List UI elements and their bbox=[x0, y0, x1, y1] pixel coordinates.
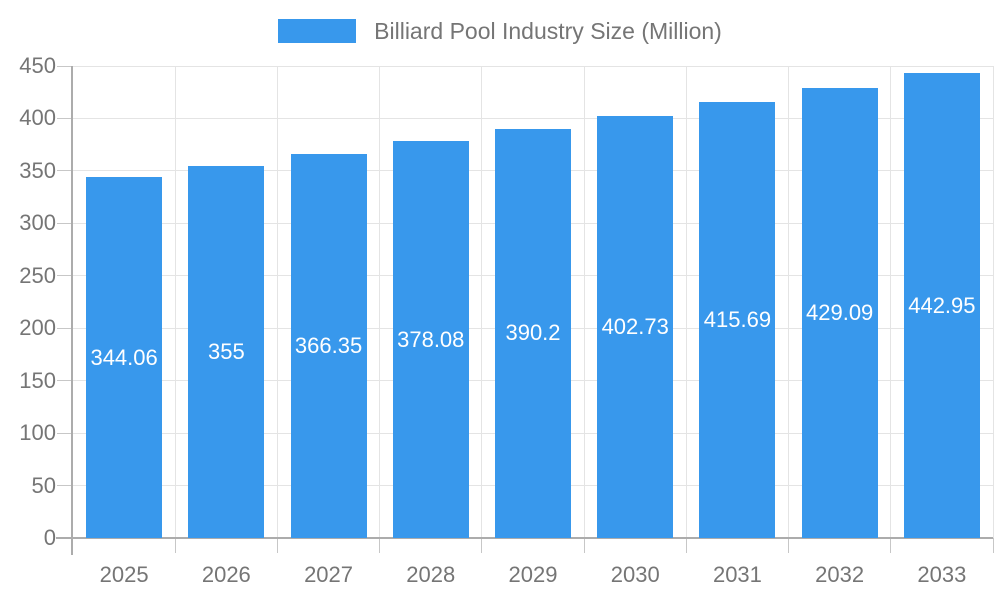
bar bbox=[903, 73, 980, 538]
chart-legend: Billiard Pool Industry Size (Million) bbox=[0, 17, 1000, 45]
x-axis-label: 2032 bbox=[815, 562, 865, 587]
bar bbox=[801, 87, 878, 538]
x-axis-label: 2027 bbox=[304, 562, 354, 587]
bar-value-label: 390.2 bbox=[505, 320, 561, 346]
bar bbox=[495, 128, 571, 538]
y-axis-tick bbox=[57, 65, 73, 67]
x-gridline bbox=[276, 66, 278, 538]
x-gridline bbox=[379, 66, 381, 538]
bar-value-label: 415.69 bbox=[703, 306, 772, 332]
y-axis-label: 150 bbox=[19, 367, 56, 393]
y-axis-tick bbox=[57, 117, 73, 119]
y-axis-line bbox=[71, 66, 73, 555]
x-axis-tick bbox=[890, 538, 892, 553]
y-axis-tick bbox=[57, 275, 73, 277]
x-axis-tick bbox=[379, 538, 381, 553]
x-gridline bbox=[583, 66, 585, 538]
y-gridline bbox=[73, 117, 993, 119]
y-axis-label: 450 bbox=[19, 53, 56, 78]
x-axis-tick bbox=[992, 538, 994, 553]
bar bbox=[597, 115, 674, 538]
x-gridline bbox=[481, 66, 483, 538]
bar-value-label: 442.95 bbox=[908, 292, 976, 318]
x-axis-tick bbox=[481, 538, 483, 553]
y-axis-tick bbox=[57, 170, 73, 172]
y-axis-tick bbox=[57, 380, 73, 382]
bar bbox=[188, 165, 265, 538]
x-axis-label: 2031 bbox=[712, 562, 762, 587]
x-axis-tick bbox=[583, 538, 585, 553]
bar-value-label: 402.73 bbox=[601, 313, 669, 339]
bar-value-label: 344.06 bbox=[90, 344, 158, 370]
bar-value-label: 355 bbox=[207, 338, 245, 364]
y-axis-label: 200 bbox=[19, 315, 56, 341]
y-axis-label: 0 bbox=[43, 525, 56, 550]
bar-value-label: 366.35 bbox=[294, 332, 363, 358]
bar bbox=[86, 177, 163, 538]
y-axis-label: 250 bbox=[19, 262, 56, 288]
x-axis-tick bbox=[685, 538, 687, 553]
bar bbox=[392, 141, 469, 538]
y-axis-label: 100 bbox=[19, 420, 56, 446]
x-axis-label: 2026 bbox=[201, 562, 251, 587]
x-axis-label: 2030 bbox=[610, 562, 660, 587]
bar-value-label: 429.09 bbox=[806, 299, 874, 325]
y-axis-tick bbox=[57, 432, 73, 434]
bar bbox=[699, 101, 776, 538]
bar bbox=[290, 153, 367, 538]
x-axis-line bbox=[56, 537, 993, 539]
legend-swatch bbox=[278, 19, 357, 43]
y-gridline bbox=[73, 65, 993, 67]
y-axis-tick bbox=[57, 485, 73, 487]
x-axis-label: 2028 bbox=[406, 562, 456, 587]
y-axis-label: 400 bbox=[19, 105, 56, 131]
x-axis-label: 2033 bbox=[917, 562, 967, 587]
x-gridline bbox=[788, 66, 790, 538]
x-axis-tick bbox=[788, 538, 790, 553]
x-gridline bbox=[890, 66, 892, 538]
x-axis-tick bbox=[174, 538, 176, 553]
x-axis-tick bbox=[276, 538, 278, 553]
x-gridline bbox=[174, 66, 176, 538]
y-axis-tick bbox=[57, 222, 73, 224]
x-gridline bbox=[685, 66, 687, 538]
x-gridline bbox=[992, 66, 994, 538]
y-axis-tick bbox=[57, 327, 73, 329]
x-axis-label: 2029 bbox=[508, 562, 558, 587]
y-axis-label: 350 bbox=[19, 157, 56, 183]
x-axis-label: 2025 bbox=[99, 562, 149, 587]
y-axis-label: 50 bbox=[31, 472, 56, 498]
legend-label: Billiard Pool Industry Size (Million) bbox=[374, 18, 722, 44]
bar-value-label: 378.08 bbox=[397, 326, 465, 352]
y-axis-label: 300 bbox=[19, 210, 56, 236]
